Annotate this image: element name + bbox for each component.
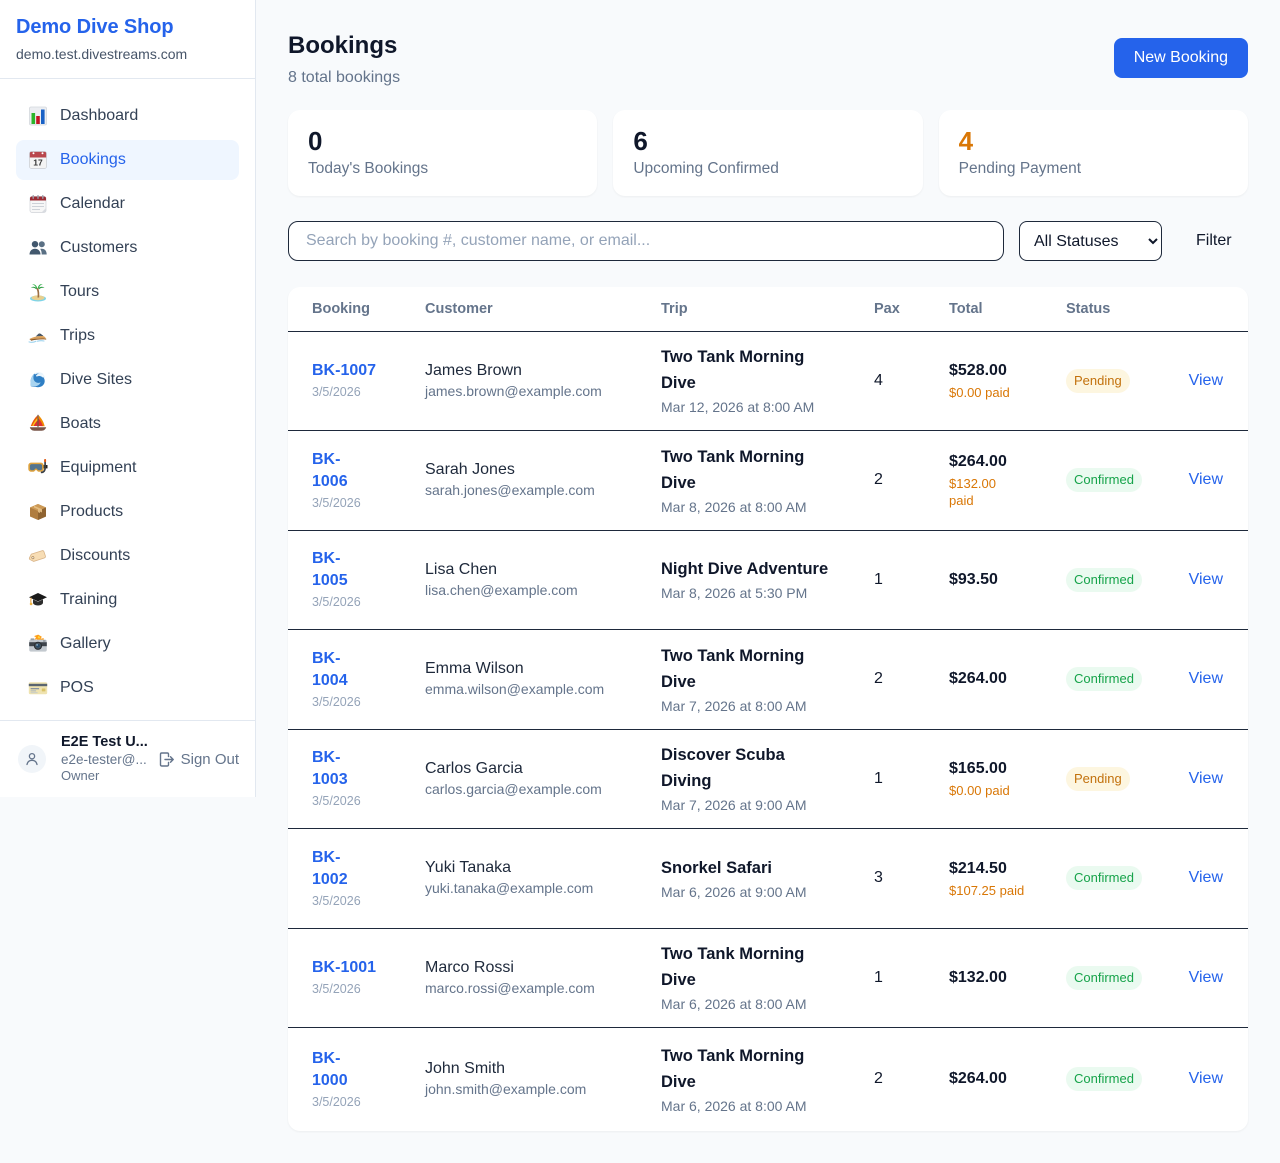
svg-text:17: 17 (33, 158, 43, 168)
